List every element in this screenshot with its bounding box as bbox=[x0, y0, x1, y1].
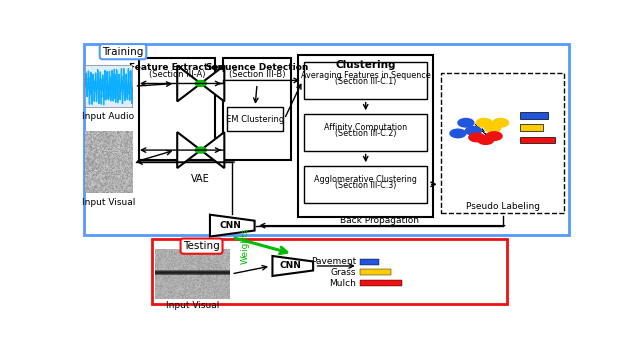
Circle shape bbox=[484, 124, 500, 133]
Text: CNN: CNN bbox=[280, 262, 301, 271]
Text: Sequence Detection: Sequence Detection bbox=[206, 63, 308, 72]
Bar bbox=[152, 239, 507, 304]
Text: Clustering: Clustering bbox=[335, 60, 396, 70]
Text: CNN: CNN bbox=[220, 221, 241, 230]
Text: Testing: Testing bbox=[183, 241, 220, 251]
Bar bbox=[520, 137, 555, 143]
Text: EM Clustering: EM Clustering bbox=[226, 115, 284, 124]
Bar bbox=[84, 44, 568, 235]
Polygon shape bbox=[201, 65, 225, 101]
Bar bbox=[304, 114, 428, 151]
Circle shape bbox=[450, 129, 466, 138]
Circle shape bbox=[465, 127, 481, 135]
Circle shape bbox=[476, 119, 492, 127]
Text: Affinity Computation: Affinity Computation bbox=[324, 123, 407, 132]
Bar bbox=[298, 55, 433, 217]
Polygon shape bbox=[201, 132, 225, 168]
Text: Feature Extraction: Feature Extraction bbox=[129, 63, 225, 72]
Text: Mulch: Mulch bbox=[330, 279, 356, 288]
Polygon shape bbox=[177, 132, 201, 168]
Bar bbox=[360, 280, 403, 286]
Bar bbox=[520, 112, 548, 119]
Text: (Section III-C.2): (Section III-C.2) bbox=[335, 129, 396, 138]
Text: Pseudo Labeling: Pseudo Labeling bbox=[465, 202, 540, 211]
Circle shape bbox=[469, 133, 484, 142]
Text: (Section III-C.3): (Section III-C.3) bbox=[335, 181, 396, 190]
Polygon shape bbox=[177, 65, 201, 101]
Text: Averaging Features in Sequence: Averaging Features in Sequence bbox=[301, 71, 431, 80]
Text: (Section III-A): (Section III-A) bbox=[148, 70, 205, 79]
Text: Agglomerative Clustering: Agglomerative Clustering bbox=[314, 175, 417, 184]
Circle shape bbox=[195, 81, 206, 86]
Polygon shape bbox=[273, 256, 313, 276]
Circle shape bbox=[493, 119, 509, 127]
Circle shape bbox=[195, 147, 206, 153]
Bar bbox=[227, 107, 283, 131]
Bar bbox=[520, 124, 543, 131]
Circle shape bbox=[486, 132, 502, 140]
Text: (Section III-B): (Section III-B) bbox=[229, 70, 285, 79]
Bar bbox=[360, 259, 379, 264]
Text: Weights: Weights bbox=[241, 228, 250, 264]
Bar bbox=[223, 57, 291, 160]
Text: VAE: VAE bbox=[191, 174, 210, 184]
Circle shape bbox=[478, 136, 493, 144]
Text: (Section III-C.1): (Section III-C.1) bbox=[335, 77, 396, 86]
Bar bbox=[441, 73, 564, 213]
Bar bbox=[304, 62, 428, 99]
Bar bbox=[360, 269, 391, 275]
Text: Training: Training bbox=[102, 47, 144, 57]
Text: Pavement: Pavement bbox=[311, 257, 356, 266]
Text: Input Visual: Input Visual bbox=[82, 198, 135, 207]
Bar bbox=[304, 166, 428, 203]
Text: Input Visual: Input Visual bbox=[166, 301, 220, 310]
Text: Grass: Grass bbox=[331, 268, 356, 277]
Polygon shape bbox=[210, 215, 255, 237]
Bar bbox=[138, 57, 216, 160]
Text: Input Audio: Input Audio bbox=[83, 112, 134, 121]
Circle shape bbox=[458, 119, 474, 127]
Text: Back Propagation: Back Propagation bbox=[340, 216, 419, 225]
